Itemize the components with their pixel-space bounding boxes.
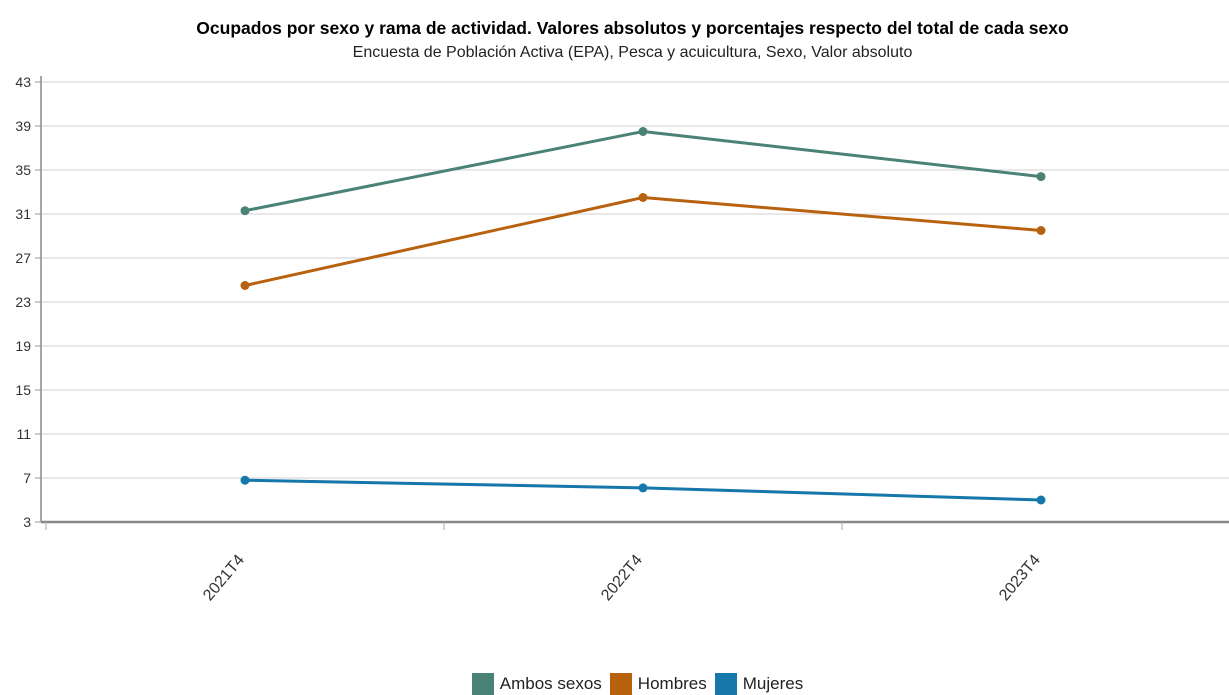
data-point-ambos-sexos [638, 127, 648, 136]
series-line-hombres [244, 196, 1042, 287]
x-axis-ticks: 2021T4 2022T4 2023T4 [45, 522, 1044, 605]
legend-item-ambos-sexos[interactable]: Ambos sexos [471, 673, 602, 695]
y-tick-label: 7 [23, 470, 31, 486]
data-point-hombres [240, 281, 250, 290]
data-point-hombres [1036, 226, 1046, 235]
chart-subtitle: Encuesta de Población Activa (EPA), Pesc… [352, 44, 913, 61]
legend-item-hombres[interactable]: Hombres [609, 673, 707, 695]
grid-lines [41, 81, 1229, 479]
y-tick-label: 19 [15, 338, 31, 354]
data-point-mujeres [1036, 495, 1046, 505]
y-tick-label: 31 [15, 206, 31, 222]
y-tick-label: 39 [15, 118, 31, 134]
y-axis-ticks: 43 39 35 31 27 23 19 15 11 7 3 [15, 74, 41, 530]
legend-label-mujeres: Mujeres [742, 674, 804, 693]
data-point-mujeres [240, 475, 250, 485]
y-tick-label: 23 [15, 294, 31, 310]
y-tick-label: 11 [16, 426, 31, 442]
line-chart: 43 39 35 31 27 23 19 15 11 7 3 2021T4 2022T4 2023T4 [15, 74, 1229, 605]
y-tick-label: 15 [15, 382, 31, 398]
axes [40, 76, 1229, 524]
data-point-ambos-sexos [240, 206, 250, 216]
legend: Ambos sexos Hombres Mujeres [0, 673, 1229, 695]
x-tick-label: 2023T4 [996, 552, 1044, 605]
data-point-hombres [638, 193, 648, 202]
legend-label-hombres: Hombres [637, 674, 707, 693]
chart-title: Ocupados por sexo y rama de actividad. V… [196, 18, 1069, 38]
data-point-ambos-sexos [1036, 172, 1046, 182]
data-point-mujeres [638, 483, 648, 493]
y-tick-label: 27 [15, 250, 31, 266]
y-tick-label: 3 [23, 514, 31, 530]
x-tick-label: 2021T4 [200, 552, 248, 605]
y-tick-label: 43 [15, 74, 31, 90]
legend-label-ambos-sexos: Ambos sexos [499, 674, 602, 693]
legend-swatch-ambos-sexos [471, 673, 494, 695]
y-tick-label: 35 [15, 162, 31, 178]
legend-item-mujeres[interactable]: Mujeres [714, 673, 804, 695]
legend-swatch-mujeres [714, 673, 737, 695]
series-lines [240, 127, 1046, 505]
x-tick-label: 2022T4 [598, 552, 646, 605]
legend-swatch-hombres [609, 673, 632, 695]
